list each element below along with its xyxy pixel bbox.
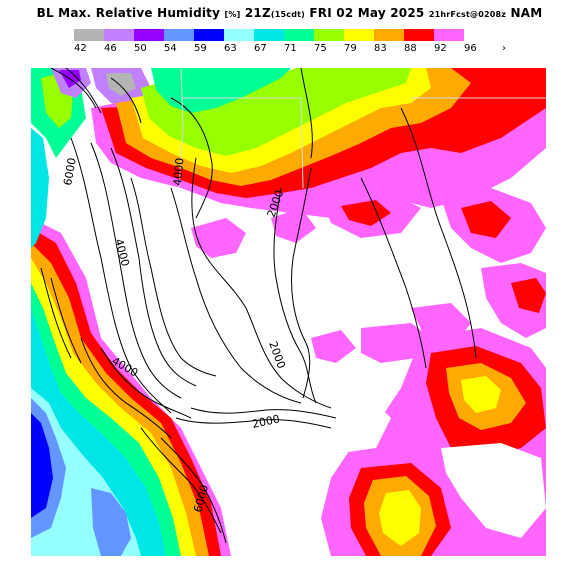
- humidity-region-sw-blue2: [31, 413, 53, 518]
- legend-value-label: 54: [164, 43, 177, 54]
- humidity-region-n-green: [151, 68, 291, 113]
- legend-value-label: 96: [464, 43, 477, 54]
- contour-line: [100, 347, 192, 419]
- legend-swatch: [224, 29, 254, 41]
- border-line: [178, 68, 184, 189]
- humidity-region-se-white1: [441, 443, 546, 538]
- humidity-patch-1: [191, 218, 246, 258]
- legend-value-label: 83: [374, 43, 387, 54]
- contour-line: [140, 427, 222, 534]
- humidity-region-se-white2: [326, 398, 391, 453]
- legend-swatch: [374, 29, 404, 41]
- legend-value-label: 63: [224, 43, 237, 54]
- humidity-patch-6: [461, 201, 511, 238]
- legend-value-label: 71: [284, 43, 297, 54]
- legend-swatch: [134, 29, 164, 41]
- legend-value-label: 92: [434, 43, 447, 54]
- legend-value-label: 42: [74, 43, 87, 54]
- contour-line: [170, 187, 302, 404]
- humidity-patch-4: [341, 200, 391, 226]
- legend-swatch: [194, 29, 224, 41]
- humidity-patch-2: [271, 208, 316, 243]
- contour-line: [50, 68, 97, 109]
- legend-more-arrow: ›: [502, 43, 506, 54]
- legend-swatch: [254, 29, 284, 41]
- humidity-region-nw-gray: [106, 73, 136, 96]
- title-local-time: (15cdt): [270, 10, 306, 19]
- legend-value-label: 50: [134, 43, 147, 54]
- contour-line: [80, 337, 172, 439]
- legend-swatch: [314, 29, 344, 41]
- contour-line: [191, 157, 332, 409]
- legend-value-label: 67: [254, 43, 267, 54]
- title-model: NAM: [510, 6, 543, 20]
- contour-line: [360, 177, 427, 369]
- humidity-region-se-yellow: [461, 376, 501, 413]
- title-valid-time: 21Z: [244, 6, 271, 20]
- contour-line: [160, 437, 227, 544]
- humidity-map: 6000 4000 4000 2000 2000 4000 2000 6000: [31, 68, 546, 556]
- humidity-region-nw-cyan: [31, 128, 49, 248]
- title-date: FRI 02 May 2025: [309, 6, 425, 20]
- contour-line: [70, 137, 172, 414]
- legend-swatch: [74, 29, 104, 41]
- legend-value-label: 88: [404, 43, 417, 54]
- humidity-patch-9: [311, 330, 356, 363]
- contour-line: [400, 107, 477, 359]
- contour-label: 6000: [61, 157, 79, 187]
- contour-line: [175, 417, 332, 429]
- legend-swatch: [284, 29, 314, 41]
- legend-swatch: [434, 29, 464, 41]
- contour-line: [110, 147, 197, 387]
- legend-swatch: [164, 29, 194, 41]
- legend-swatch: [464, 29, 494, 41]
- contour-line: [291, 167, 312, 399]
- border-line: [300, 97, 304, 189]
- legend-swatch: [104, 29, 134, 41]
- humidity-region-sw-blue3: [91, 488, 131, 556]
- chart-title: BL Max. Relative Humidity [%] 21Z(15cdt)…: [0, 6, 579, 20]
- contour-line: [300, 68, 313, 159]
- humidity-patch-8: [511, 278, 546, 313]
- contour-line: [170, 97, 213, 219]
- legend-value-label: 75: [314, 43, 327, 54]
- contour-line: [65, 68, 102, 114]
- contour-label: 2000: [251, 412, 281, 431]
- title-field: BL Max. Relative Humidity: [36, 6, 221, 20]
- legend-value-label: 46: [104, 43, 117, 54]
- legend-value-label: 59: [194, 43, 207, 54]
- humidity-region-se-yellow2: [379, 490, 421, 546]
- title-forecast: 21hrFcst@0208z: [428, 10, 507, 19]
- contour-line: [50, 277, 82, 364]
- contour-line: [40, 267, 72, 359]
- humidity-patch-10: [361, 323, 431, 363]
- legend-swatch: [404, 29, 434, 41]
- title-units: [%]: [224, 10, 241, 19]
- contour-line: [90, 142, 182, 399]
- contour-line: [130, 177, 217, 377]
- contour-line: [110, 77, 142, 124]
- contour-line: [190, 407, 337, 419]
- legend-value-label: 79: [344, 43, 357, 54]
- contour-label: 4000: [171, 157, 186, 186]
- legend-swatch: [344, 29, 374, 41]
